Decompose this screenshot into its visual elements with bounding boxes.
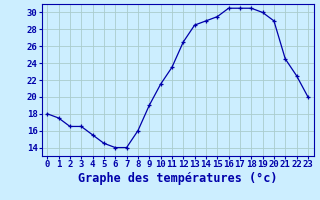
X-axis label: Graphe des températures (°c): Graphe des températures (°c): [78, 172, 277, 185]
